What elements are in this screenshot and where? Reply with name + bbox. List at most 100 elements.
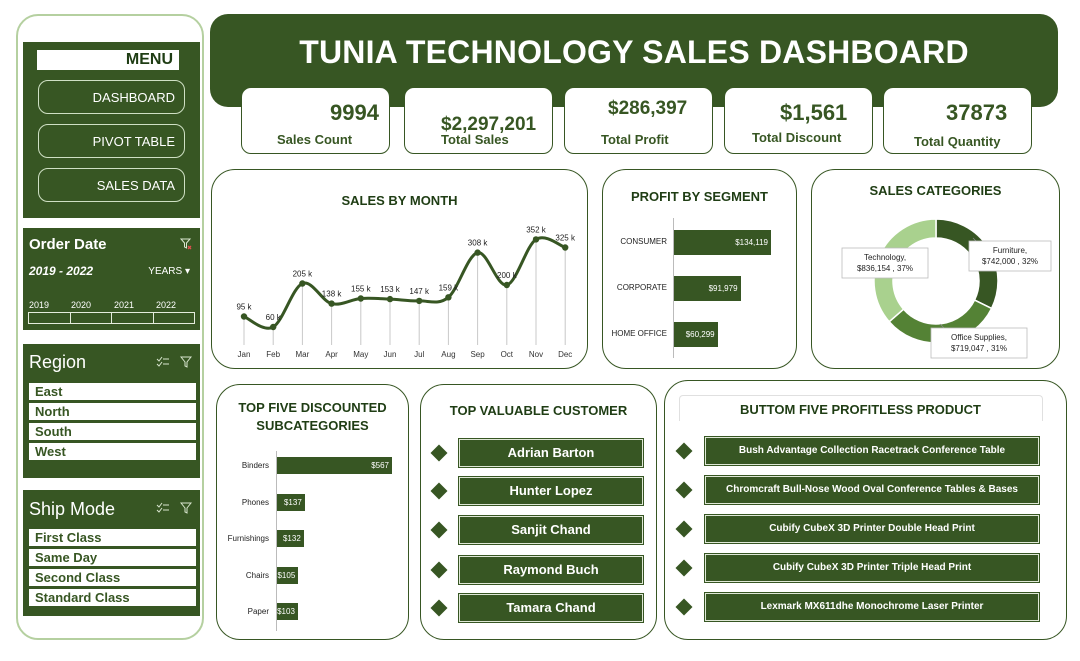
slice-label: Office Supplies, (951, 333, 1007, 342)
data-point[interactable] (270, 323, 277, 331)
product-item[interactable]: Lexmark MX611dhe Monochrome Laser Printe… (704, 592, 1040, 622)
customer-item[interactable]: Adrian Barton (458, 438, 644, 468)
sales-by-month-card: SALES BY MONTH 95 k Jan 60 k Feb 205 k Mar 138… (211, 169, 588, 369)
x-tick-label: Apr (325, 350, 338, 359)
kpi-value: 9994 (330, 100, 379, 125)
customer-item[interactable]: Tamara Chand (458, 593, 644, 623)
pivot-table-button[interactable]: PIVOT TABLE (38, 124, 185, 158)
kpi-label: Total Quantity (914, 134, 1001, 149)
kpi-card-sales-count: 9994 Sales Count (241, 87, 390, 154)
chevron-down-icon: ▾ (184, 266, 190, 277)
kpi-label: Total Sales (441, 132, 509, 147)
customer-item[interactable]: Raymond Buch (458, 555, 644, 585)
bar[interactable]: $134,119 (674, 230, 771, 255)
card-title: TOP VALUABLE CUSTOMER (449, 403, 628, 418)
bar[interactable]: $105 (277, 566, 299, 584)
x-tick-label: May (353, 350, 368, 359)
region-item[interactable]: North (29, 403, 196, 420)
card-title: BUTTOM FIVE PROFITLESS PRODUCT (740, 402, 981, 417)
kpi-value: $1,561 (780, 100, 848, 125)
bar[interactable]: $567 (277, 457, 392, 474)
data-point[interactable] (240, 313, 248, 320)
x-tick-label: Dec (558, 350, 572, 359)
profitless-products-card: BUTTOM FIVE PROFITLESS PRODUCT Bush Adva… (664, 380, 1067, 640)
x-tick-label: Jun (384, 350, 397, 359)
kpi-label: Sales Count (277, 132, 353, 147)
callout-box (930, 327, 1028, 359)
ship-mode-item[interactable]: Same Day (29, 549, 196, 566)
sales-by-month-chart: 95 k Jan 60 k Feb 205 k Mar 138 k Apr 155 k May 15… (236, 225, 576, 359)
top-customers-card: TOP VALUABLE CUSTOMER Adrian Barton Hunte… (420, 384, 657, 640)
chart-title: PROFIT BY SEGMENT (631, 189, 768, 204)
data-point[interactable] (299, 280, 306, 287)
data-point[interactable] (474, 249, 481, 256)
slice-label: Furniture, (993, 246, 1027, 255)
data-label: 159 k (439, 283, 460, 292)
multi-select-icon[interactable] (156, 502, 170, 517)
kpi-label: Total Discount (752, 130, 842, 145)
product-item[interactable]: Cubify CubeX 3D Printer Double Head Prin… (704, 514, 1040, 544)
dashboard-button[interactable]: DASHBOARD (38, 80, 185, 114)
data-label: 138 k (322, 290, 343, 299)
ship-mode-item[interactable]: Second Class (29, 569, 196, 586)
bullet-diamond-icon (430, 482, 448, 500)
bar[interactable]: $91,979 (674, 276, 741, 301)
bar[interactable]: $60,299 (674, 322, 718, 347)
data-point[interactable] (357, 295, 364, 302)
chart-title: SALES CATEGORIES (869, 183, 1002, 198)
bullet-diamond-icon (430, 521, 448, 539)
bar[interactable]: $132 (277, 530, 304, 547)
sales-categories-card: SALES CATEGORIES Furniture, $742,000 , 32… (811, 169, 1060, 369)
ship-mode-item[interactable]: First Class (29, 529, 196, 546)
order-date-title: Order Date (29, 236, 107, 253)
ship-mode-item[interactable]: Standard Class (29, 589, 196, 606)
customer-item[interactable]: Hunter Lopez (458, 476, 644, 506)
timeline-bar[interactable] (28, 312, 195, 324)
data-point[interactable] (386, 295, 394, 303)
menu-panel: MENU DASHBOARD PIVOT TABLE SALES DATA (23, 42, 200, 218)
timeline-unit-select[interactable]: YEARS ▾ (148, 266, 190, 277)
customer-item[interactable]: Sanjit Chand (458, 515, 644, 545)
data-point[interactable] (445, 294, 452, 301)
product-item[interactable]: Chromcraft Bull-Nose Wood Oval Conferenc… (704, 475, 1040, 505)
clear-filter-icon[interactable] (179, 238, 192, 253)
region-item[interactable]: West (29, 443, 196, 460)
x-tick-label: Mar (296, 350, 310, 359)
clear-filter-icon[interactable] (179, 356, 193, 371)
bullet-diamond-icon (675, 442, 693, 460)
sales-data-button[interactable]: SALES DATA (38, 168, 185, 202)
kpi-card-total-discount: $1,561 Total Discount (724, 87, 873, 154)
data-point[interactable] (503, 281, 510, 289)
ship-mode-title: Ship Mode (29, 499, 116, 519)
category-label: Chairs (245, 570, 269, 580)
category-label: CORPORATE (616, 283, 667, 292)
bar[interactable]: $103 (277, 603, 298, 620)
multi-select-icon[interactable] (156, 356, 170, 371)
region-item[interactable]: East (29, 383, 196, 400)
slice-label: $719,047 , 31% (951, 344, 1007, 353)
timeline-unit-label: YEARS (148, 266, 183, 277)
product-item[interactable]: Bush Advantage Collection Racetrack Conf… (704, 436, 1040, 466)
category-label: Phones (241, 497, 269, 507)
data-point[interactable] (416, 297, 423, 305)
discounted-subcategories-card: TOP FIVE DISCOUNTED SUBCATEGORIES Binder… (216, 384, 409, 640)
data-label: 155 k (351, 285, 372, 294)
sales-line (243, 236, 566, 330)
bar[interactable]: $137 (277, 493, 305, 511)
data-point[interactable] (562, 244, 569, 251)
data-point[interactable] (328, 300, 335, 307)
data-point[interactable] (532, 236, 540, 243)
kpi-value: $2,297,201 (441, 114, 537, 135)
product-item[interactable]: Cubify CubeX 3D Printer Triple Head Prin… (704, 553, 1040, 583)
x-tick-label: Feb (266, 350, 280, 359)
region-item[interactable]: South (29, 423, 196, 440)
axis-line (276, 451, 277, 631)
slice-label: Technology, (864, 253, 906, 262)
chart-title: TOP FIVE DISCOUNTED SUBCATEGORIES (238, 400, 387, 433)
bullet-diamond-icon (675, 598, 693, 616)
clear-filter-icon[interactable] (179, 502, 193, 517)
title-frame (679, 395, 1043, 421)
x-tick-label: Jan (238, 350, 251, 359)
callout-box (841, 247, 929, 279)
donut-slice[interactable] (873, 218, 937, 323)
